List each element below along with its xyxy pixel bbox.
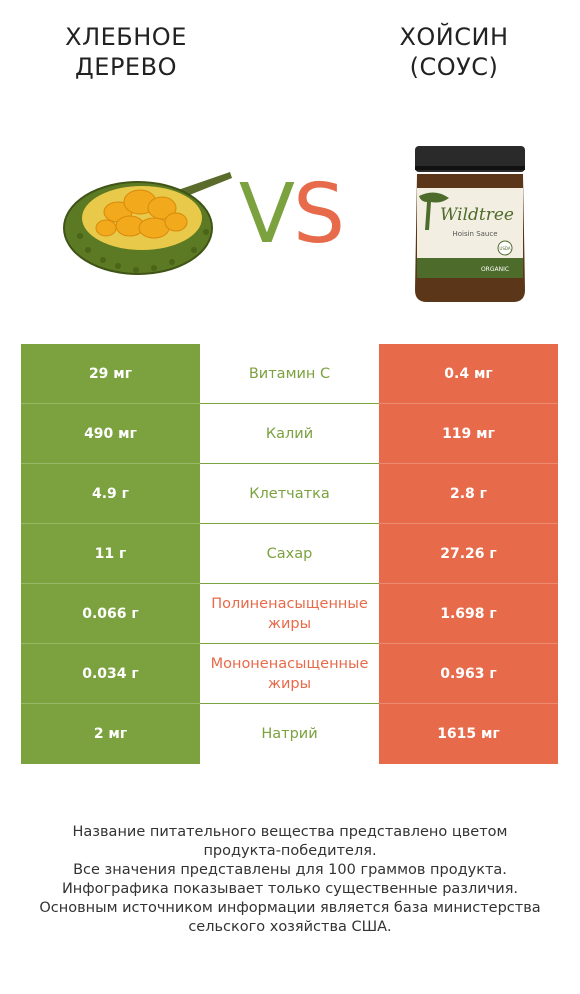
left-title-line1: ХЛЕБНОЕ <box>65 23 187 51</box>
left-value: 2 мг <box>21 704 200 764</box>
table-row: 0.034 г Мононенасыщенные жиры 0.963 г <box>21 644 558 704</box>
right-value: 1615 мг <box>379 704 558 764</box>
table-row: 11 г Сахар 27.26 г <box>21 524 558 584</box>
nutrient-name: Клетчатка <box>200 464 379 524</box>
left-value: 0.034 г <box>21 644 200 704</box>
vs-s: S <box>293 167 345 262</box>
right-value: 2.8 г <box>379 464 558 524</box>
left-food-title: ХЛЕБНОЕ ДЕРЕВО <box>26 22 226 82</box>
left-value: 0.066 г <box>21 584 200 644</box>
jackfruit-image <box>63 172 232 275</box>
right-value: 0.4 мг <box>379 344 558 404</box>
jar-brand: Wildtree <box>440 205 514 225</box>
jar-organic: ORGANIC <box>481 266 509 273</box>
nutrient-name: Мононенасыщенные жиры <box>200 644 379 704</box>
table-row: 4.9 г Клетчатка 2.8 г <box>21 464 558 524</box>
footer-line: продукта-победителя. <box>203 843 377 859</box>
right-title-line1: ХОЙСИН <box>399 23 509 51</box>
nutrient-label: Полиненасыщенные жиры <box>211 595 368 632</box>
nutrient-name: Натрий <box>200 704 379 764</box>
left-value: 490 мг <box>21 404 200 464</box>
table-row: 490 мг Калий 119 мг <box>21 404 558 464</box>
nutrient-label: Сахар <box>266 545 313 562</box>
nutrient-label: Клетчатка <box>249 485 330 502</box>
right-value: 0.963 г <box>379 644 558 704</box>
right-title-line2: (СОУС) <box>409 53 499 81</box>
jar-product: Hoisin Sauce <box>452 230 497 238</box>
nutrient-name: Калий <box>200 404 379 464</box>
footer-line: сельского хозяйства США. <box>188 919 392 935</box>
hoisin-jar-image: Wildtree Hoisin Sauce USDA ORGANIC <box>415 146 525 302</box>
table-row: 0.066 г Полиненасыщенные жиры 1.698 г <box>21 584 558 644</box>
comparison-table: 29 мг Витамин C 0.4 мг 490 мг Калий 119 мг 4.9… <box>21 344 558 764</box>
left-value: 29 мг <box>21 344 200 404</box>
vs-label: VS <box>226 165 356 265</box>
nutrient-name: Полиненасыщенные жиры <box>200 584 379 644</box>
nutrient-label: Витамин C <box>248 365 331 382</box>
left-value: 11 г <box>21 524 200 584</box>
nutrient-label: Калий <box>265 425 314 442</box>
vs-v: V <box>238 167 295 262</box>
footer-line: Инфографика показывает только существенн… <box>61 881 519 897</box>
right-value: 27.26 г <box>379 524 558 584</box>
left-value: 4.9 г <box>21 464 200 524</box>
nutrient-name: Витамин C <box>200 344 379 404</box>
right-value: 119 мг <box>379 404 558 464</box>
nutrient-name: Сахар <box>200 524 379 584</box>
right-food-title: ХОЙСИН (СОУС) <box>354 22 554 82</box>
table-row: 2 мг Натрий 1615 мг <box>21 704 558 764</box>
footer-line: Основным источником информации является … <box>39 900 541 916</box>
jar-usda-badge: USDA <box>499 246 510 251</box>
footer-note: Название питательного вещества представл… <box>20 823 560 937</box>
right-value: 1.698 г <box>379 584 558 644</box>
footer-line: Название питательного вещества представл… <box>72 824 508 840</box>
footer-line: Все значения представлены для 100 граммо… <box>73 862 507 878</box>
nutrient-label: Мононенасыщенные жиры <box>210 655 369 692</box>
nutrient-label: Натрий <box>261 726 318 742</box>
table-row: 29 мг Витамин C 0.4 мг <box>21 344 558 404</box>
left-title-line2: ДЕРЕВО <box>75 53 177 81</box>
